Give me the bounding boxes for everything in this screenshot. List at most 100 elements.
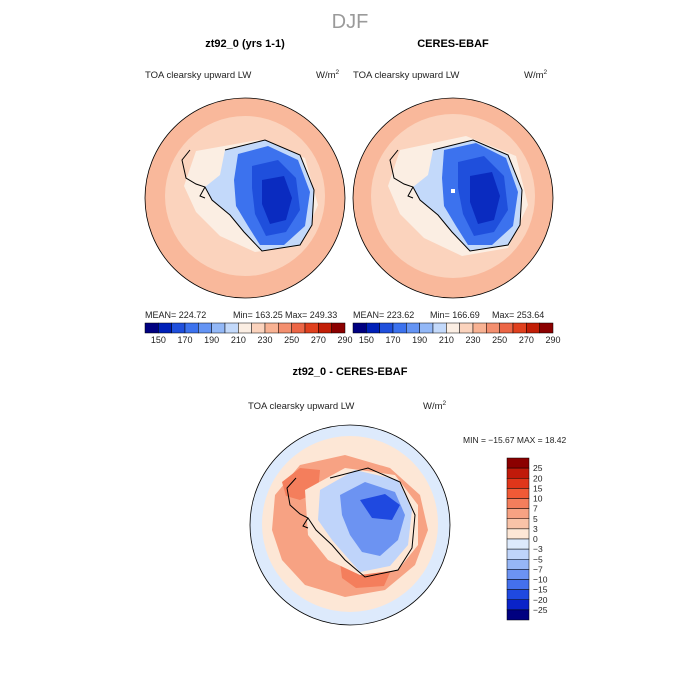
colorbar-swatch (499, 322, 514, 334)
colorbar-swatch (278, 322, 292, 334)
colorbar-swatch (506, 579, 530, 590)
colorbar-swatch (459, 322, 474, 334)
colorbar-swatch (506, 457, 530, 469)
panel-model-map (144, 97, 346, 299)
panel-diff-variable: TOA clearsky upward LW (248, 401, 354, 412)
colorbar-tick-label: 270 (311, 335, 326, 345)
colorbar-swatch (392, 322, 407, 334)
colorbar-swatch (432, 322, 447, 334)
colorbar-swatch (144, 322, 159, 334)
panel-diff-map-border (249, 424, 451, 626)
panel-obs-min: Min= 166.69 (430, 310, 480, 320)
panel-model-units: W/m2 (316, 69, 340, 81)
colorbar-swatch (506, 467, 530, 479)
colorbar-tick-label: 150 (359, 335, 374, 345)
colorbar-tick-label: −15 (533, 585, 548, 595)
colorbar-swatch (526, 322, 540, 334)
colorbar-tick-label: −10 (533, 575, 548, 585)
colorbar-swatch (184, 322, 199, 334)
panel-obs-title: CERES-EBAF (417, 38, 489, 50)
colorbar-swatch (506, 528, 530, 540)
panel-diff-ice-strong-negative (360, 494, 400, 520)
panel-obs-mean: MEAN= 223.62 (353, 310, 414, 320)
colorbar-tick-label: −20 (533, 595, 548, 605)
page-title: DJF (332, 11, 369, 33)
colorbar-swatch (419, 322, 434, 334)
colorbar-swatch (331, 322, 346, 334)
panel-diff: zt92_0 - CERES-EBAF TOA clearsky upward … (248, 366, 567, 626)
colorbar-tick-label: −7 (533, 564, 543, 574)
panel-model-min: Min= 163.25 (233, 310, 283, 320)
panel-model-title: zt92_0 (yrs 1-1) (205, 38, 285, 50)
panel-model-variable: TOA clearsky upward LW (145, 70, 251, 81)
panel-model-map-border (144, 97, 346, 299)
colorbar-tick-label: 10 (533, 494, 543, 504)
colorbar-swatch (506, 599, 530, 611)
colorbar-swatch (512, 322, 527, 334)
colorbar-tick-label: −3 (533, 544, 543, 554)
colorbar-swatch (506, 508, 530, 519)
panel-obs-coastline (389, 139, 523, 252)
colorbar-swatch (379, 322, 394, 334)
colorbar-swatch (406, 322, 420, 334)
colorbar-swatch (506, 478, 530, 489)
panel-obs-colorbar: 150 170 190 210 230 250 270 290 (352, 322, 561, 345)
colorbar-swatch (506, 569, 530, 580)
colorbar-swatch (264, 322, 279, 334)
colorbar-swatch (472, 322, 487, 334)
colorbar-tick-label: 25 (533, 463, 543, 473)
colorbar-swatch (506, 609, 530, 621)
colorbar-tick-label: −5 (533, 554, 543, 564)
panel-obs-map-border (352, 97, 554, 299)
colorbar-swatch (446, 322, 460, 334)
colorbar-tick-label: 20 (533, 473, 543, 483)
colorbar-tick-label: 290 (337, 335, 352, 345)
colorbar-swatch (211, 322, 226, 334)
colorbar-tick-label: 15 (533, 483, 543, 493)
colorbar-swatch (539, 322, 554, 334)
colorbar-swatch (506, 559, 530, 570)
colorbar-tick-label: 170 (385, 335, 400, 345)
colorbar-swatch (506, 488, 530, 499)
panel-obs-ice-core (470, 172, 500, 224)
panel-model-coastline (181, 139, 315, 252)
colorbar-tick-label: 190 (204, 335, 219, 345)
colorbar-tick-label: 250 (492, 335, 507, 345)
colorbar-tick-label: 270 (519, 335, 534, 345)
panel-diff-units: W/m2 (423, 400, 447, 412)
colorbar-tick-label: 230 (465, 335, 480, 345)
panel-diff-coastline (286, 467, 416, 578)
colorbar-swatch (486, 322, 500, 334)
panel-obs-map (352, 97, 554, 299)
panel-diff-stats: MIN = −15.67 MAX = 18.42 (463, 435, 567, 445)
colorbar-tick-label: 230 (257, 335, 272, 345)
colorbar-tick-label: 290 (545, 335, 560, 345)
panel-obs-variable: TOA clearsky upward LW (353, 70, 459, 81)
colorbar-swatch (352, 322, 367, 334)
colorbar-tick-label: −25 (533, 605, 548, 615)
panel-model-colorbar: 150 170 190 210 230 250 270 290 (144, 322, 353, 345)
colorbar-tick-label: 210 (231, 335, 246, 345)
colorbar-swatch (251, 322, 266, 334)
colorbar-swatch (366, 322, 380, 334)
colorbar-tick-label: 150 (151, 335, 166, 345)
panel-model-max: Max= 249.33 (285, 310, 337, 320)
panel-obs: CERES-EBAF TOA clearsky upward LW W/m2 M… (352, 38, 561, 345)
colorbar-tick-label: 5 (533, 514, 538, 524)
colorbar-swatch (506, 589, 530, 600)
colorbar-swatch (291, 322, 306, 334)
panel-model: zt92_0 (yrs 1-1) TOA clearsky upward LW … (144, 38, 353, 345)
colorbar-tick-label: 0 (533, 534, 538, 544)
colorbar-swatch (318, 322, 332, 334)
colorbar-tick-label: 170 (177, 335, 192, 345)
colorbar-swatch (224, 322, 239, 334)
colorbar-swatch (506, 548, 530, 560)
panel-diff-map (249, 424, 451, 626)
colorbar-swatch (506, 518, 530, 530)
colorbar-tick-label: 7 (533, 504, 538, 514)
panel-model-mean: MEAN= 224.72 (145, 310, 206, 320)
panel-obs-pole-marker (451, 189, 455, 193)
colorbar-swatch (506, 538, 530, 550)
